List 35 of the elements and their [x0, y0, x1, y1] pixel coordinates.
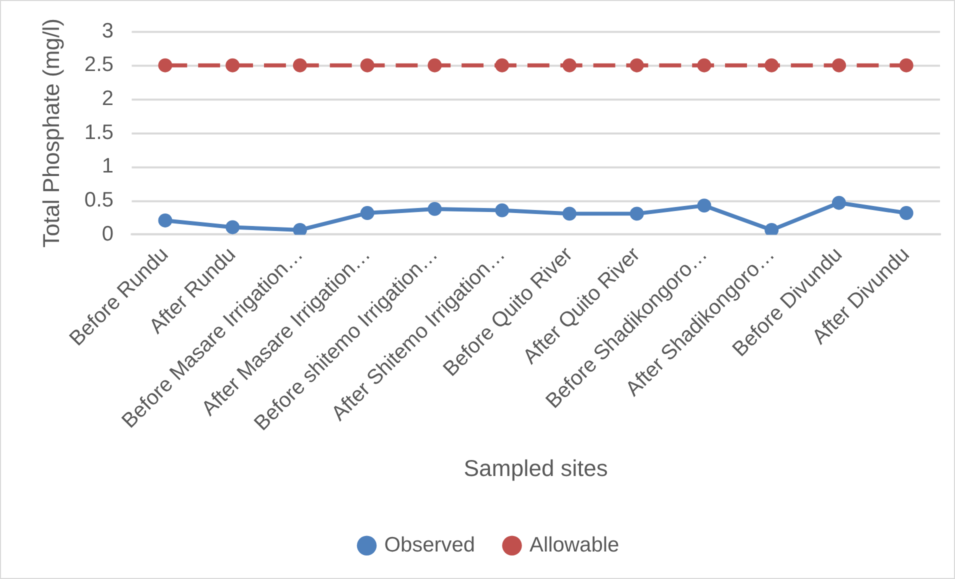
y-tick-label: 0.5	[84, 188, 114, 212]
point	[899, 206, 914, 220]
point	[562, 58, 576, 72]
point	[158, 213, 172, 228]
point	[360, 58, 374, 72]
point	[226, 58, 240, 72]
point	[697, 58, 712, 72]
legend-label: Allowable	[529, 533, 620, 556]
point	[630, 58, 644, 72]
y-tick-label: 0	[102, 222, 114, 246]
point	[697, 198, 712, 213]
point	[495, 203, 510, 218]
point	[292, 222, 307, 235]
point	[630, 206, 644, 221]
legend-label: Observed	[384, 533, 476, 556]
point	[428, 202, 442, 216]
point	[764, 58, 779, 72]
point	[360, 206, 374, 220]
point	[899, 58, 914, 72]
y-tick-label: 1.5	[84, 120, 114, 144]
y-tick-label: 1	[102, 154, 114, 178]
point	[832, 58, 846, 72]
point	[764, 222, 779, 235]
point	[158, 58, 172, 72]
y-axis-title: Total Phosphate (mg/l)	[38, 18, 64, 248]
x-axis-title: Sampled sites	[464, 454, 608, 481]
point	[292, 58, 307, 72]
y-tick-label: 2.5	[84, 53, 114, 76]
point	[562, 206, 576, 221]
y-tick-label: 2	[102, 87, 114, 110]
y-tick-label: 3	[102, 19, 114, 42]
point	[428, 58, 442, 72]
point	[226, 220, 240, 234]
point	[832, 196, 846, 210]
point	[495, 58, 510, 72]
